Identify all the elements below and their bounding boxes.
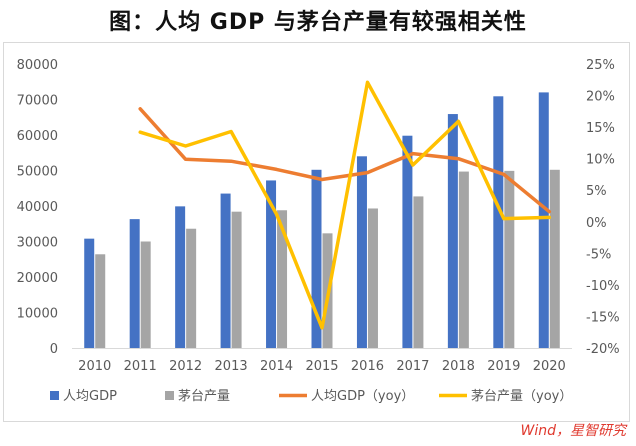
left-axis-tick-label: 40000 (17, 200, 58, 215)
legend-label-0: 人均GDP (63, 389, 117, 404)
x-axis-tick-label: 2014 (260, 359, 293, 374)
left-axis-tick-label: 30000 (17, 236, 58, 251)
bar-gdp-per-capita (538, 92, 549, 349)
right-axis-tick-label: 10% (586, 153, 615, 168)
bar-maotai-output (95, 254, 106, 348)
bar-maotai-output (504, 170, 515, 348)
x-axis-tick-label: 2019 (487, 359, 520, 374)
x-axis-tick-label: 2013 (215, 359, 248, 374)
legend-swatch-1 (165, 391, 174, 400)
bar-gdp-per-capita (175, 206, 186, 348)
left-axis-tick-label: 70000 (17, 94, 58, 109)
chart-title: 图：人均 GDP 与茅台产量有较强相关性 (109, 10, 527, 35)
x-axis-tick-label: 2011 (124, 359, 157, 374)
bar-maotai-output (140, 241, 151, 348)
left-axis-tick-label: 80000 (17, 58, 58, 73)
bar-maotai-output (277, 210, 288, 348)
left-axis-tick-label: 50000 (17, 165, 58, 180)
bar-maotai-output (367, 208, 378, 348)
source-credit: Wind，星智研究 (520, 423, 627, 439)
right-axis-tick-label: -15% (586, 310, 620, 325)
bar-maotai-output (231, 211, 242, 348)
bar-maotai-output (413, 196, 424, 348)
legend-swatch-0 (50, 391, 59, 400)
x-axis-tick-label: 2016 (351, 359, 384, 374)
bar-maotai-output (186, 228, 197, 348)
left-axis-tick-label: 20000 (17, 271, 58, 286)
right-axis-tick-label: -10% (586, 279, 620, 294)
bar-gdp-per-capita (129, 219, 140, 348)
right-axis-tick-label: -20% (586, 342, 620, 357)
x-axis-tick-label: 2010 (78, 359, 111, 374)
legend-label-1: 茅台产量 (178, 389, 230, 404)
right-axis-tick-label: 5% (586, 184, 607, 199)
bar-gdp-per-capita (356, 156, 367, 348)
right-axis-tick-label: 25% (586, 58, 615, 73)
right-axis-tick-label: 15% (586, 121, 615, 136)
bar-maotai-output (458, 171, 469, 348)
x-axis-tick-label: 2020 (533, 359, 566, 374)
left-axis-tick-label: 60000 (17, 129, 58, 144)
bar-gdp-per-capita (220, 193, 231, 348)
right-axis-tick-label: 20% (586, 90, 615, 105)
bar-gdp-per-capita (447, 114, 458, 349)
bar-maotai-output (549, 169, 560, 348)
bar-gdp-per-capita (402, 135, 413, 348)
right-axis-tick-label: 0% (586, 216, 607, 231)
x-axis-tick-label: 2015 (305, 359, 338, 374)
legend-label-2: 人均GDP（yoy） (311, 389, 414, 404)
right-axis-tick-label: -5% (586, 247, 611, 262)
left-axis-tick-label: 10000 (17, 307, 58, 322)
x-axis-tick-label: 2012 (169, 359, 202, 374)
bar-gdp-per-capita (493, 96, 504, 349)
bar-gdp-per-capita (311, 169, 322, 348)
left-axis-tick-label: 0 (50, 342, 58, 357)
x-axis-tick-label: 2018 (442, 359, 475, 374)
bar-gdp-per-capita (84, 238, 95, 348)
chart-panel (3, 42, 630, 422)
legend-label-3: 茅台产量（yoy） (471, 389, 572, 404)
x-axis-tick-label: 2017 (396, 359, 429, 374)
series-line-maotai-yoy (138, 80, 552, 330)
bar-gdp-per-capita (266, 180, 277, 348)
